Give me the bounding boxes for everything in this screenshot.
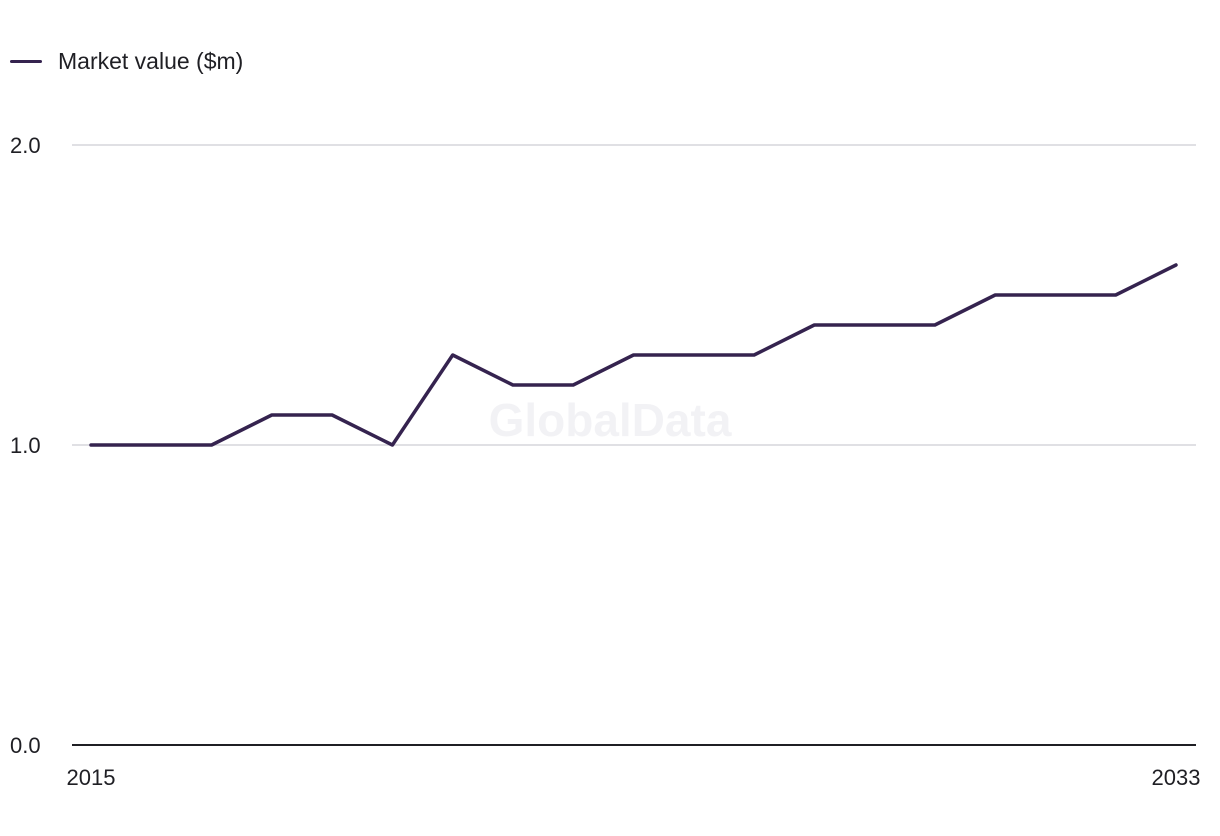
watermark: GlobalData: [489, 394, 732, 446]
y-axis-ticks: 0.0 1.0 2.0: [10, 133, 41, 758]
y-tick-label: 1.0: [10, 433, 41, 458]
x-tick-label: 2033: [1152, 765, 1201, 790]
legend-swatch: [10, 59, 42, 63]
y-tick-label: 0.0: [10, 733, 41, 758]
x-tick-label: 2015: [67, 765, 116, 790]
x-axis-ticks: 2015 2033: [67, 765, 1201, 790]
legend: Market value ($m): [10, 46, 243, 76]
series-layer: [89, 263, 1178, 447]
legend-label: Market value ($m): [58, 48, 244, 74]
gridlines: [72, 144, 1196, 746]
y-tick-label: 2.0: [10, 133, 41, 158]
